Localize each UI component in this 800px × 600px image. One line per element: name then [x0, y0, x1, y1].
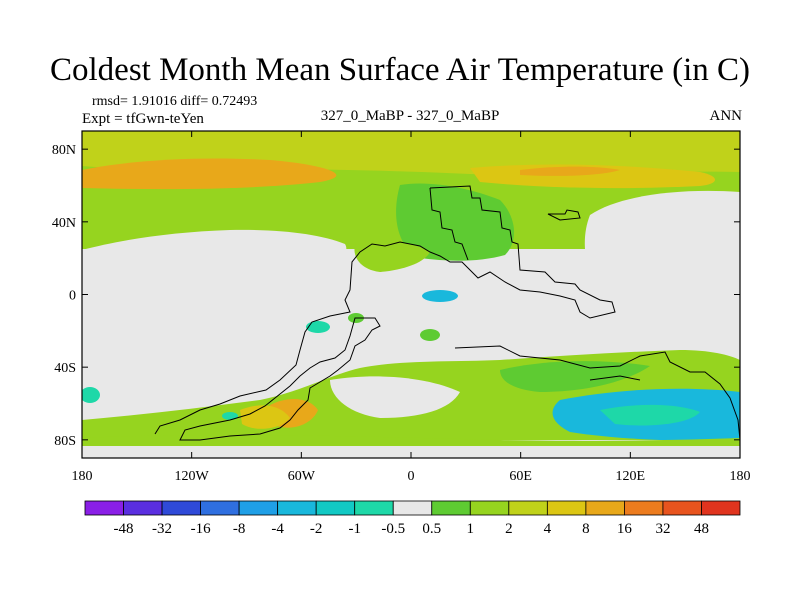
colorbar-label: -1 [348, 521, 361, 537]
season-label: ANN [709, 108, 743, 124]
colorbar-swatch [508, 500, 548, 516]
chart-title: Coldest Month Mean Surface Air Temperatu… [50, 52, 750, 88]
colorbar-label: -4 [271, 521, 284, 537]
colorbar-swatch [469, 500, 510, 516]
x-tick-label: 60W [288, 469, 316, 484]
field-cool-patch-2 [306, 321, 330, 333]
field-southern-ocean-neutral [330, 376, 460, 418]
colorbar-swatch [200, 500, 240, 516]
colorbar-swatch [161, 500, 201, 516]
colorbar-swatch [315, 500, 356, 516]
field-north-continent-green [396, 183, 515, 261]
colorbar-label: 4 [544, 521, 552, 537]
colorbar-label: -32 [152, 521, 172, 537]
outline-southern-continent [179, 317, 381, 441]
x-tick-label: 60E [509, 469, 532, 484]
colorbar: -48 -32 -16 -8 -4 -2 -1 -0.5 0.5 1 2 4 8 16 32 48 [84, 500, 741, 537]
colorbar-swatch [354, 500, 394, 516]
outline-northern-continent [154, 185, 616, 435]
colorbar-label: -2 [310, 521, 323, 537]
x-tick-label: 120W [175, 469, 210, 484]
colorbar-swatch [546, 500, 587, 516]
experiment-label: Expt = tfGwn-teYen [82, 111, 204, 127]
x-tick-label: 180 [72, 469, 93, 484]
colorbar-label: 16 [617, 521, 633, 537]
y-tick-label: 80N [52, 143, 76, 158]
field-south-cool-light [600, 404, 700, 426]
field-antarctic-green [82, 434, 740, 446]
colorbar-label: -16 [191, 521, 211, 537]
colorbar-label: 8 [582, 521, 590, 537]
y-tick-label: 80S [54, 434, 76, 449]
rmsd-diff-stats: rmsd= 1.91016 diff= 0.72493 [92, 94, 258, 109]
colorbar-swatch [84, 500, 124, 516]
y-tick-label: 40S [54, 361, 76, 376]
colorbar-label: 1 [467, 521, 475, 537]
colorbar-swatch [392, 500, 433, 516]
field-green-patch-1 [420, 329, 440, 341]
field-mid-neutral [345, 264, 560, 300]
outline-gulf [429, 187, 469, 261]
outline-small-island [547, 209, 581, 221]
field-cool-patch-4 [222, 412, 238, 420]
colorbar-swatch [624, 500, 664, 516]
colorbar-label: 32 [655, 521, 670, 537]
x-tick-label: 180 [730, 469, 751, 484]
colorbar-swatch [662, 500, 702, 516]
colorbar-label: 48 [694, 521, 709, 537]
field-cool-patch-3 [82, 387, 100, 403]
field-south-yellow-patch [240, 405, 290, 429]
map-field [82, 131, 740, 458]
colorbar-label: -0.5 [381, 521, 405, 537]
field-warm-orange-east [520, 166, 620, 176]
x-tick-label: 0 [408, 469, 415, 484]
colorbar-swatch [277, 500, 317, 516]
map-axes: 180 120W 60W 0 60E 120E 180 80N 40N 0 40S 80S [52, 131, 751, 484]
field-warm-orange-band [82, 158, 337, 190]
field-east-neutral [584, 190, 740, 300]
colorbar-label: -48 [114, 521, 134, 537]
colorbar-label: 2 [505, 521, 513, 537]
x-tick-label: 120E [616, 469, 646, 484]
field-south-continent-green [500, 361, 650, 392]
y-tick-label: 40N [52, 216, 76, 231]
field-north-pacific-neutral [82, 229, 347, 300]
colorbar-label: -8 [233, 521, 246, 537]
outline-eastern-shelf [454, 345, 740, 441]
outline-east-coast [589, 375, 641, 381]
colorbar-label: 0.5 [422, 521, 441, 537]
colorbar-swatch [431, 500, 471, 516]
case-label: 327_0_MaBP - 327_0_MaBP [320, 108, 500, 124]
field-tropics-neutral [82, 298, 740, 350]
y-tick-label: 0 [69, 289, 76, 304]
colorbar-swatch [701, 500, 741, 516]
colorbar-swatch [585, 500, 625, 516]
field-cool-patch-1 [422, 290, 458, 302]
colorbar-swatch [123, 500, 163, 516]
continent-outlines [154, 185, 740, 441]
colorbar-swatch [238, 500, 279, 516]
field-north-continent-light [354, 240, 430, 272]
